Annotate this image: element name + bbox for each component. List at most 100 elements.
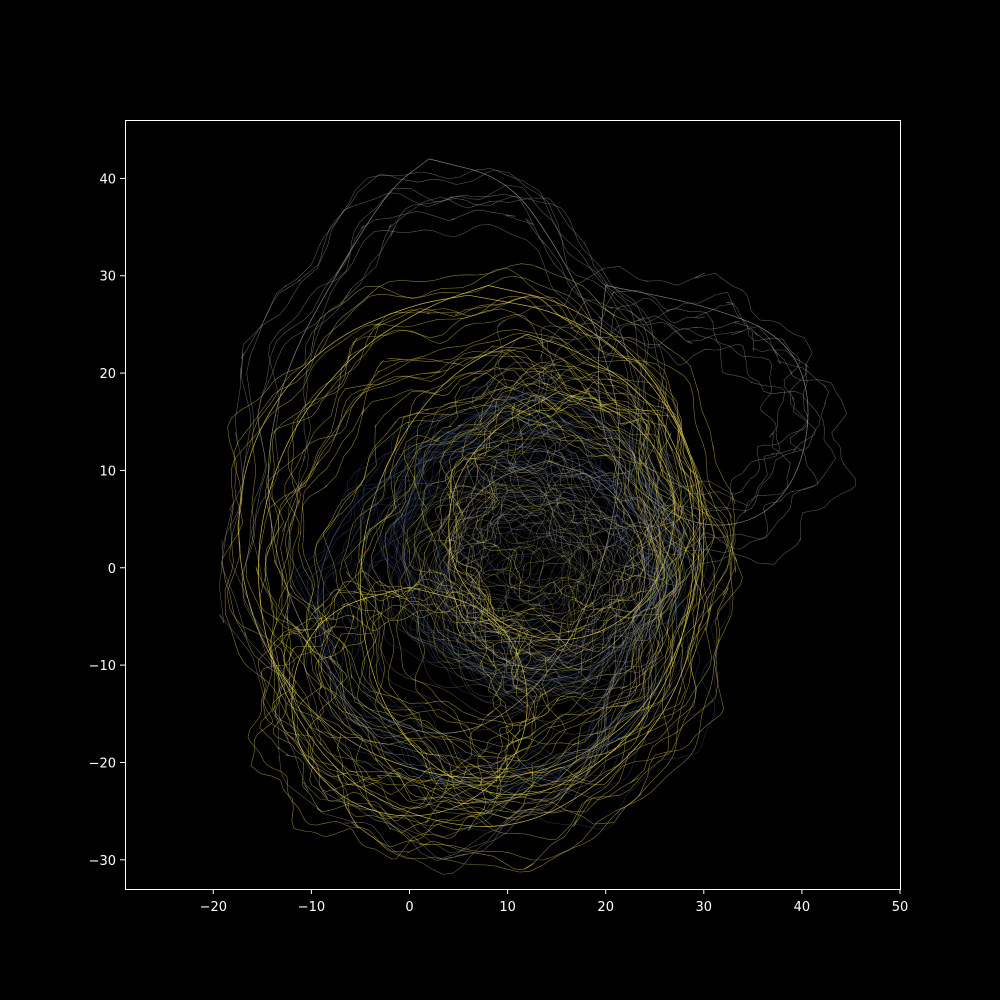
- orbit-trace-gray: [461, 319, 791, 574]
- orbit-trace-yellow: [314, 386, 678, 812]
- center-swirl: [424, 521, 591, 687]
- orbit-trace-gray: [516, 289, 809, 511]
- series-line: [448, 460, 646, 671]
- center-swirl: [498, 474, 601, 576]
- orbit-trace-yellow: [313, 396, 674, 819]
- orbit-trace-yellow: [443, 395, 684, 655]
- center-swirl: [468, 497, 625, 651]
- orbit-trace-blue: [323, 417, 716, 785]
- plot-area: [218, 158, 856, 875]
- center-swirl: [436, 480, 696, 735]
- orbit-trace-yellow: [265, 295, 715, 762]
- orbit-trace-yellow: [278, 345, 683, 764]
- x-tick-label: 50: [892, 900, 909, 915]
- y-tick-label: 40: [99, 172, 116, 187]
- x-tick-label: 0: [405, 900, 413, 915]
- series-line: [448, 392, 675, 641]
- y-tick-label: 10: [99, 464, 116, 479]
- orbit-trace-yellow: [444, 396, 665, 634]
- center-swirl: [394, 386, 650, 642]
- orbit-trace-yellow: [272, 603, 513, 822]
- x-tick-label: 20: [597, 900, 614, 915]
- center-swirl: [447, 498, 650, 704]
- center-swirl: [468, 513, 578, 623]
- series-line: [291, 586, 528, 817]
- orbit-trace-yellow: [297, 367, 665, 795]
- x-axis: −20 −10 0 10 20 30 40 50: [200, 889, 909, 915]
- center-swirl: [360, 450, 634, 718]
- center-swirl: [376, 440, 615, 676]
- orbit-trace-yellow: [323, 350, 691, 787]
- center-swirl: [485, 527, 584, 627]
- center-swirl: [454, 461, 602, 606]
- center-swirl: [458, 499, 645, 688]
- orbit-trace-yellow: [272, 569, 538, 810]
- center-swirl: [368, 485, 616, 731]
- center-swirl: [496, 520, 576, 599]
- center-swirl: [400, 492, 587, 681]
- orbit-trace-blue: [358, 381, 660, 703]
- center-swirl: [425, 463, 584, 622]
- center-swirl: [435, 458, 661, 685]
- orbit-trace-yellow: [472, 387, 676, 608]
- center-swirl: [461, 457, 576, 571]
- orbit-trace-yellow: [448, 371, 708, 653]
- orbit-trace-blue: [384, 387, 687, 712]
- center-swirl: [526, 515, 611, 599]
- center-swirl: [445, 484, 550, 588]
- orbit-trace-yellow: [306, 601, 566, 839]
- center-swirl: [496, 528, 637, 668]
- center-swirl: [442, 511, 562, 630]
- orbit-trace-blue: [307, 444, 668, 783]
- series-layer: [218, 158, 856, 875]
- orbit-trace-yellow: [226, 275, 735, 803]
- y-tick-label: 30: [99, 270, 116, 285]
- x-tick-label: 40: [794, 900, 811, 915]
- center-swirl: [449, 466, 605, 621]
- center-swirl: [421, 396, 694, 663]
- orbit-trace-gray: [509, 322, 856, 586]
- series-line: [316, 440, 678, 787]
- orbit-trace-gray: [434, 436, 627, 645]
- y-tick-label: −20: [89, 756, 116, 771]
- center-swirl: [482, 510, 590, 615]
- orbit-trace-gray: [457, 488, 639, 679]
- orbit-trace-yellow: [275, 351, 678, 821]
- series-line: [598, 285, 809, 526]
- center-swirl: [390, 499, 590, 698]
- orbit-trace-yellow: [259, 578, 536, 834]
- orbit-trace-gray: [465, 472, 678, 704]
- orbit-trace-yellow: [418, 421, 643, 662]
- center-swirl: [401, 381, 669, 642]
- orbit-trace-yellow: [251, 609, 519, 860]
- center-swirl: [421, 469, 564, 614]
- center-swirl: [433, 421, 681, 671]
- center-swirl: [404, 519, 554, 666]
- center-swirl: [422, 507, 617, 698]
- center-swirl: [424, 496, 624, 694]
- x-tick-label: 30: [696, 900, 713, 915]
- center-swirl: [393, 367, 695, 666]
- orbit-trace-gray: [515, 336, 819, 570]
- orbit-trace-blue: [311, 403, 732, 800]
- center-swirl: [509, 533, 585, 607]
- center-swirl: [436, 505, 566, 635]
- orbit-trace-gray: [527, 298, 816, 521]
- center-swirl: [480, 426, 646, 588]
- center-swirl: [464, 476, 575, 588]
- center-swirl: [461, 457, 673, 665]
- center-swirl: [478, 466, 633, 618]
- y-tick-label: 0: [108, 562, 116, 577]
- center-swirl: [391, 478, 598, 687]
- orbit-trace-yellow: [452, 406, 655, 625]
- y-tick-label: 20: [99, 367, 116, 382]
- orbit-trace-yellow: [474, 380, 691, 612]
- orbit-trace-blue: [286, 445, 671, 805]
- center-swirl: [413, 408, 658, 651]
- orbit-trace-yellow: [438, 367, 682, 633]
- orbit-trace-yellow: [221, 268, 708, 770]
- center-swirl: [393, 412, 589, 603]
- center-swirl: [406, 421, 615, 631]
- orbit-trace-blue: [384, 391, 661, 686]
